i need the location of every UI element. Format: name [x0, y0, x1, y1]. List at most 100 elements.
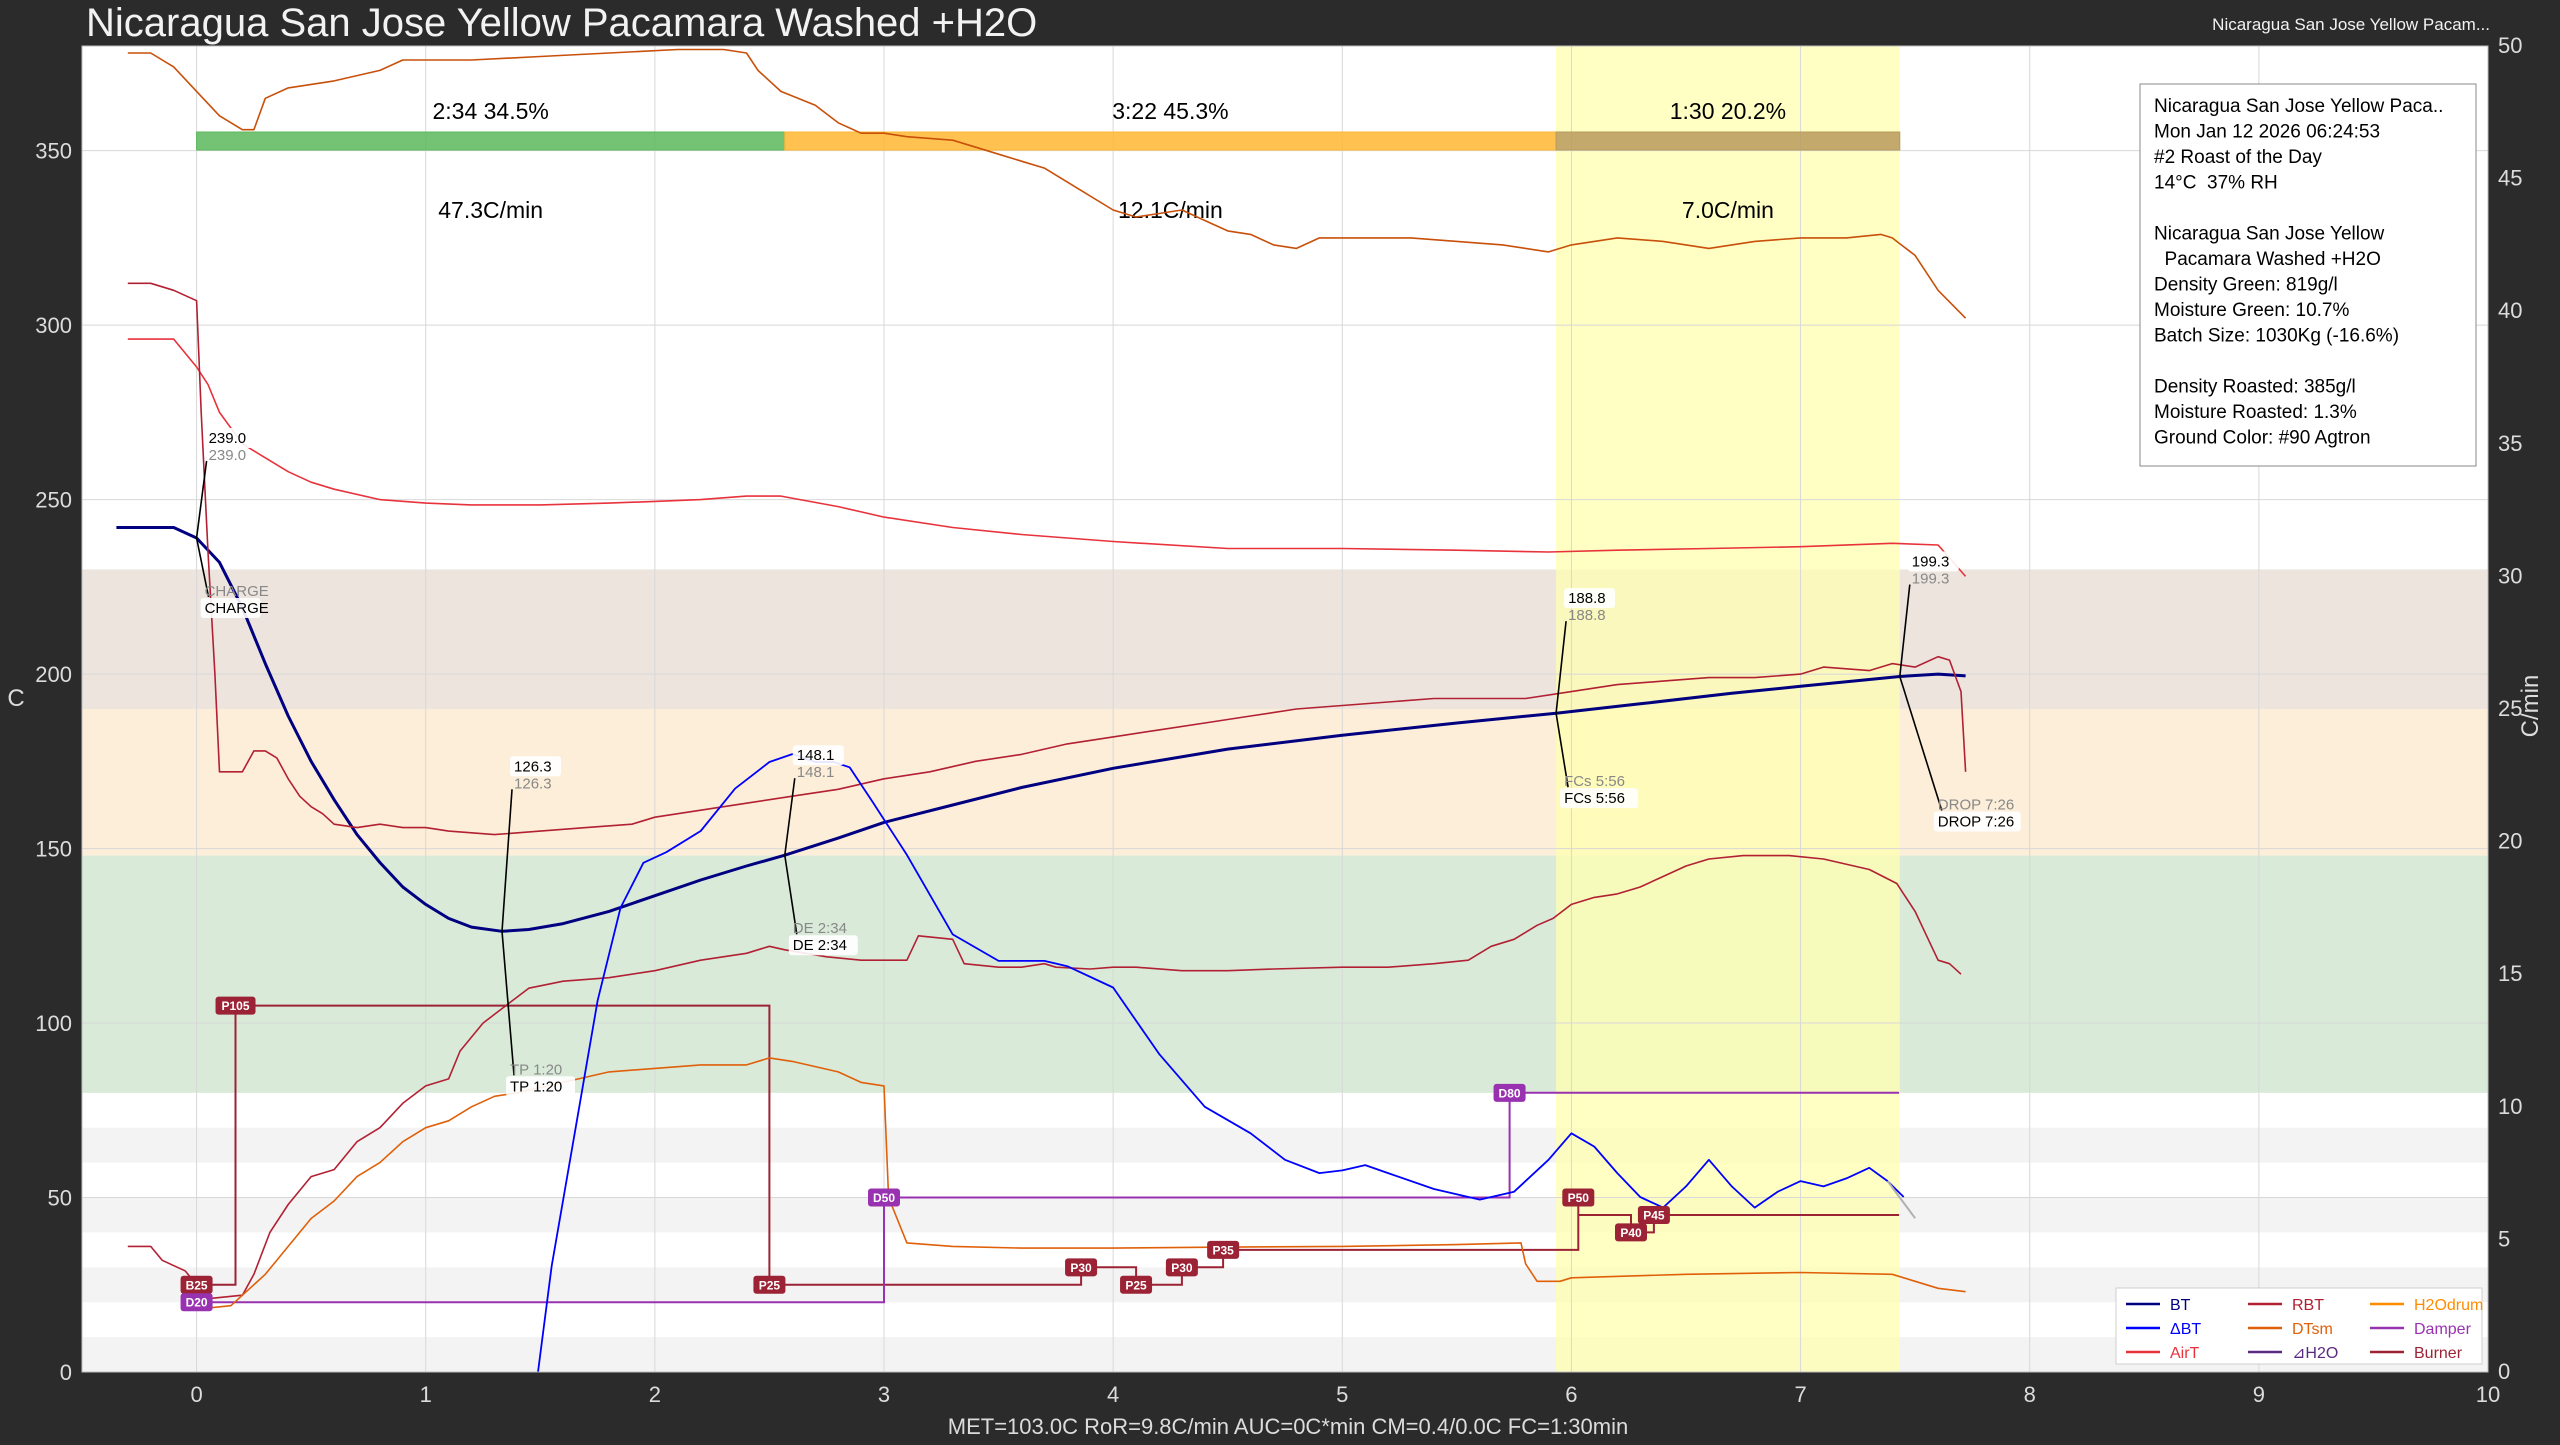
chart-title: Nicaragua San Jose Yellow Pacamara Washe…	[86, 1, 1037, 45]
annotation-pointer	[783, 778, 796, 856]
temperature-band	[82, 569, 2488, 709]
annotation-box	[1907, 551, 1959, 572]
annotation-value-shadow: 188.8	[1568, 607, 1606, 624]
legend-entry: ⊿H2O	[2292, 1345, 2338, 1362]
y2-tick-label: 40	[2498, 298, 2522, 323]
x-tick-label: 10	[2476, 1382, 2500, 1407]
annotation-value-shadow: 148.1	[797, 764, 835, 781]
event-marker	[180, 1293, 213, 1312]
legend-entry: Burner	[2414, 1345, 2463, 1362]
x-tick-label: 7	[1794, 1382, 1806, 1407]
y-tick-label: 250	[35, 488, 72, 513]
y-tick-label: 50	[48, 1186, 72, 1211]
event-marker	[1493, 1083, 1526, 1102]
roast-info-line: Density Roasted: 385g/l	[2154, 377, 2356, 398]
y2-tick-label: 15	[2498, 961, 2522, 986]
x-tick-label: 5	[1336, 1382, 1348, 1407]
annotation-value: 199.3	[1912, 554, 1950, 571]
step-series-damper	[196, 1091, 1900, 1304]
x-tick-label: 9	[2253, 1382, 2265, 1407]
event-marker	[1065, 1258, 1098, 1277]
annotation-label-shadow: TP 1:20	[510, 1061, 562, 1078]
chart-subtitle: Nicaragua San Jose Yellow Pacam...	[2212, 15, 2490, 34]
annotation-value-shadow: 199.3	[1912, 571, 1950, 588]
annotation-box	[788, 935, 858, 956]
annotation-label-shadow: DROP 7:26	[1938, 797, 2014, 814]
phase-rate-label: 47.3C/min	[438, 197, 543, 223]
event-marker	[180, 1275, 213, 1294]
event-marker	[1562, 1188, 1595, 1207]
event-marker-label: P25	[759, 1278, 781, 1292]
roast-info-line: Moisture Roasted: 1.3%	[2154, 402, 2357, 423]
annotation-pointer	[783, 855, 798, 935]
legend-entry: H2Odrum	[2414, 1297, 2483, 1314]
series-line-bt	[116, 526, 1966, 933]
temperature-band	[82, 855, 2488, 1093]
phase-bar	[784, 131, 1557, 151]
plot-frame	[81, 45, 2489, 1373]
series-line-deltatail	[1886, 1180, 1916, 1219]
roast-info-line: Moisture Green: 10.7%	[2154, 300, 2349, 321]
series-line-dtsm	[196, 1057, 1966, 1310]
roast-info-line: 14°C 37% RH	[2154, 173, 2278, 194]
annotation-box	[1560, 788, 1639, 809]
background-stripe	[82, 1267, 2488, 1303]
series-line--bt	[537, 753, 1905, 1373]
background-stripe	[82, 1127, 2488, 1163]
annotation-box	[204, 428, 256, 449]
annotation-label: TP 1:20	[510, 1078, 562, 1095]
event-marker-label: P35	[1212, 1243, 1234, 1257]
background-stripe	[82, 1337, 2488, 1372]
footer-stats: MET=103.0C RoR=9.8C/min AUC=0C*min CM=0.…	[948, 1414, 1628, 1439]
plot-area: 2:34 34.5% 47.3C/min 3:22 45.3% 12.1C/min 1:…	[7, 33, 2544, 1407]
event-marker	[1120, 1275, 1153, 1294]
legend-entry: ΔBT	[2170, 1321, 2201, 1338]
y-tick-label: 200	[35, 662, 72, 687]
phase-rate-label: 12.1C/min	[1118, 197, 1223, 223]
y2-tick-label: 20	[2498, 829, 2522, 854]
annotation-value: 126.3	[514, 758, 552, 775]
annotation-box	[506, 1076, 576, 1097]
event-marker	[1637, 1205, 1670, 1224]
annotation-label-shadow: CHARGE	[205, 583, 269, 600]
y2-tick-label: 0	[2498, 1359, 2510, 1384]
annotation-label: CHARGE	[205, 600, 269, 617]
event-marker	[215, 996, 256, 1015]
legend-entry: RBT	[2292, 1297, 2324, 1314]
phase-bar	[196, 131, 786, 151]
annotation-value-shadow: 126.3	[514, 775, 552, 792]
event-marker-label: P30	[1171, 1261, 1193, 1275]
series-line-dtsmtop	[127, 48, 1967, 319]
event-marker	[1165, 1258, 1198, 1277]
legend	[2115, 1287, 2483, 1365]
event-marker-label: P105	[222, 999, 250, 1013]
y-tick-label: 300	[35, 313, 72, 338]
annotation-box	[200, 598, 261, 619]
roast-info-line: Nicaragua San Jose Yellow	[2154, 224, 2385, 245]
x-tick-label: 1	[420, 1382, 432, 1407]
annotation-box	[1933, 811, 2021, 832]
event-marker-label: D80	[1499, 1086, 1521, 1100]
y-axis-title: C	[7, 685, 24, 712]
event-marker-label: B25	[186, 1278, 208, 1292]
y-tick-label: 350	[35, 139, 72, 164]
temperature-band	[82, 709, 2488, 856]
event-marker-label: D50	[873, 1191, 895, 1205]
x-tick-label: 8	[2024, 1382, 2036, 1407]
first-crack-region	[1556, 46, 1900, 1372]
annotation-label-shadow: FCs 5:56	[1564, 773, 1625, 790]
x-tick-label: 6	[1565, 1382, 1577, 1407]
event-marker	[753, 1275, 786, 1294]
roast-info-line: Nicaragua San Jose Yellow Paca..	[2154, 96, 2443, 117]
annotation-label-shadow: DE 2:34	[793, 920, 847, 937]
roast-info-line: Ground Color: #90 Agtron	[2154, 428, 2371, 449]
annotation-pointer	[1899, 676, 1943, 811]
annotation-pointer	[1555, 621, 1567, 714]
series-line-rbt	[127, 854, 1962, 1300]
x-tick-label: 3	[878, 1382, 890, 1407]
annotation-box	[1564, 588, 1616, 609]
legend-entry: AirT	[2170, 1345, 2200, 1362]
annotation-value: 188.8	[1568, 590, 1606, 607]
event-marker-label: P50	[1568, 1191, 1590, 1205]
